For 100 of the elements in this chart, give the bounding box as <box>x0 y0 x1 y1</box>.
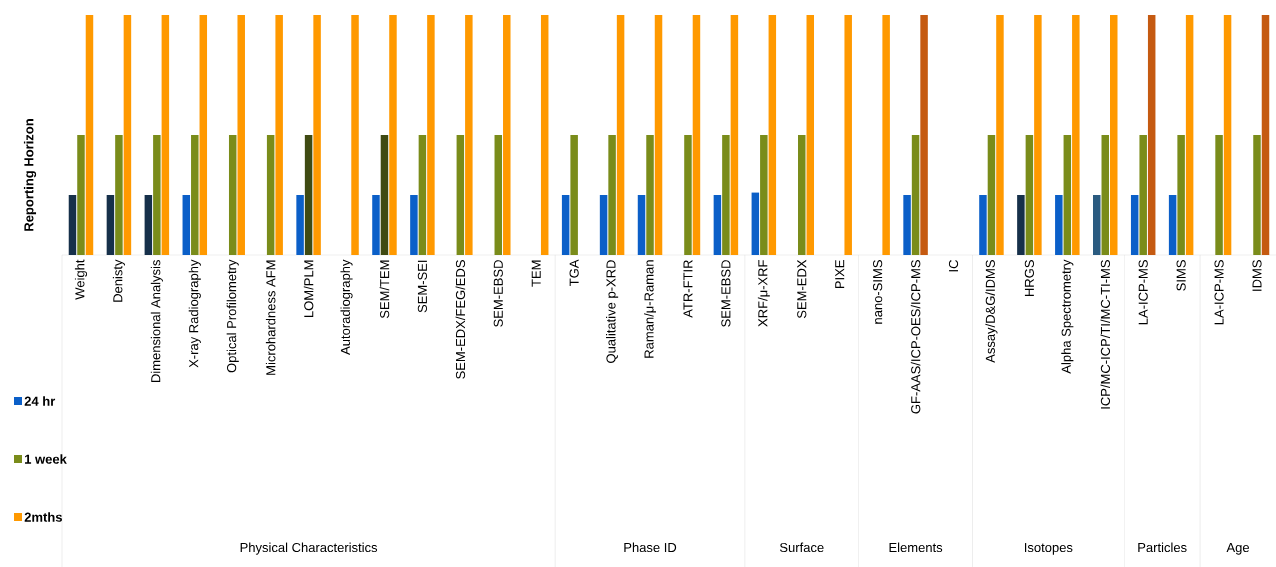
x-tick-label: IDMS <box>1252 260 1262 291</box>
bar <box>410 194 418 255</box>
bar <box>903 194 911 255</box>
x-tick-label: Denisty <box>112 259 125 302</box>
bar <box>561 194 570 255</box>
x-tick-label: LA-ICP-MS <box>1138 260 1148 325</box>
text: Age <box>1226 543 1250 555</box>
bar <box>987 134 996 255</box>
bar <box>106 194 115 255</box>
bar <box>161 14 170 255</box>
x-tick-label: LOM/PLM <box>303 260 314 317</box>
bar <box>654 14 663 255</box>
bar <box>1177 134 1185 255</box>
legend-label: 2mths <box>24 512 62 522</box>
x-tick-label: HRGS <box>1024 260 1034 297</box>
text: Physical Characteristics <box>240 542 378 555</box>
bar <box>1261 14 1270 255</box>
bar <box>911 134 920 255</box>
bar <box>608 134 616 255</box>
bar <box>751 192 760 255</box>
bar <box>1253 134 1261 255</box>
x-tick-label: Qualitative p-XRD <box>606 260 619 363</box>
bar <box>228 134 237 255</box>
bar <box>760 134 768 255</box>
text: Elements <box>889 542 943 553</box>
bar <box>798 134 806 255</box>
bar <box>1025 134 1034 255</box>
bar <box>494 134 503 255</box>
bar <box>692 14 701 255</box>
x-tick-label: Assay/D&G/IDMS <box>985 260 998 363</box>
bar <box>266 134 275 255</box>
bar <box>806 14 815 255</box>
bar <box>456 134 465 255</box>
bar <box>637 194 646 255</box>
x-tick-label: nano-SIMS <box>873 260 883 324</box>
x-tick-label: SIMS <box>1176 260 1186 291</box>
bar <box>684 134 692 255</box>
x-tick-label: SEM-EDX/FEG/EDS <box>455 260 466 379</box>
text: Surface <box>779 542 824 553</box>
x-tick-label: Optical Profilometry <box>226 259 239 373</box>
legend-label: 1 week <box>25 454 67 464</box>
bar <box>389 14 397 255</box>
bar <box>1215 134 1223 255</box>
bar <box>182 194 191 255</box>
y-axis-title: Reporting Horizon <box>23 119 37 231</box>
x-tick-label: ICP/MC-ICP/TI/MC-TI-MS <box>1100 260 1111 409</box>
x-tick-label: Dimensional Analysis <box>150 260 163 383</box>
bar <box>844 14 852 255</box>
bar <box>599 194 608 255</box>
bar <box>1017 194 1025 255</box>
bar <box>1110 14 1118 255</box>
text: Phase ID <box>624 542 677 553</box>
x-tick-label: XRF/μ-XRF <box>757 260 770 327</box>
bar <box>380 134 389 255</box>
bar <box>730 14 739 255</box>
x-tick-label: SEM-SEI <box>417 260 428 313</box>
bar <box>1072 14 1080 255</box>
bar <box>191 134 199 255</box>
bar <box>85 14 94 255</box>
x-tick-label: TEM <box>531 260 541 287</box>
bar <box>570 134 578 255</box>
x-tick-label: TGA <box>569 259 579 286</box>
bar <box>1101 134 1109 255</box>
bar <box>153 134 161 255</box>
text: Particles <box>1138 542 1187 553</box>
x-tick-label: SEM-EBSD <box>493 260 503 327</box>
x-tick-label: Microhardness AFM <box>265 260 276 375</box>
bar <box>1063 134 1072 255</box>
bar <box>1223 14 1232 255</box>
bar <box>768 14 777 255</box>
bar <box>979 194 987 255</box>
bar <box>427 14 435 255</box>
x-tick-label: Raman/μ-Raman <box>644 260 656 358</box>
bar <box>1147 14 1156 255</box>
bar <box>372 194 380 255</box>
bar <box>713 194 722 255</box>
x-tick-label: Alpha Spectrometry <box>1061 259 1074 374</box>
bar <box>722 134 730 255</box>
bar <box>199 14 208 255</box>
x-tick-label: IC <box>948 260 959 272</box>
bar <box>144 194 153 255</box>
bar <box>275 14 283 255</box>
x-tick-label: ATR-FTIR <box>683 260 693 318</box>
bar <box>503 14 511 255</box>
x-tick-label: SEM-EDX <box>797 259 807 319</box>
bar <box>616 14 625 255</box>
bar <box>1055 194 1063 255</box>
bar <box>1168 194 1177 255</box>
text: Isotopes <box>1024 543 1073 555</box>
bar <box>1139 134 1147 255</box>
x-tick-label: GF-AAS/ICP-OES/ICP-MS <box>910 260 921 414</box>
bar <box>540 14 549 255</box>
bar <box>882 14 890 255</box>
bar <box>1185 14 1194 255</box>
x-tick-label: Weight <box>74 259 88 300</box>
bar <box>68 194 77 255</box>
bar <box>418 134 427 255</box>
bar <box>351 14 359 255</box>
x-tick-label: SEM/TEM <box>379 260 390 319</box>
bar <box>465 14 473 255</box>
